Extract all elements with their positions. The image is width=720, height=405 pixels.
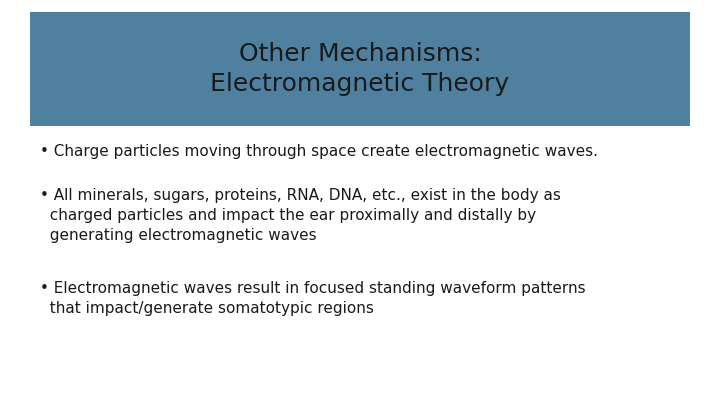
Bar [30, 12, 690, 126]
Text: • Electromagnetic waves result in focused standing waveform patterns
  that impa: • Electromagnetic waves result in focuse… [40, 281, 585, 316]
Text: • All minerals, sugars, proteins, RNA, DNA, etc., exist in the body as
  charged: • All minerals, sugars, proteins, RNA, D… [40, 188, 560, 243]
Text: Other Mechanisms:
Electromagnetic Theory: Other Mechanisms: Electromagnetic Theory [210, 42, 510, 96]
Text: • Charge particles moving through space create electromagnetic waves.: • Charge particles moving through space … [40, 144, 598, 159]
